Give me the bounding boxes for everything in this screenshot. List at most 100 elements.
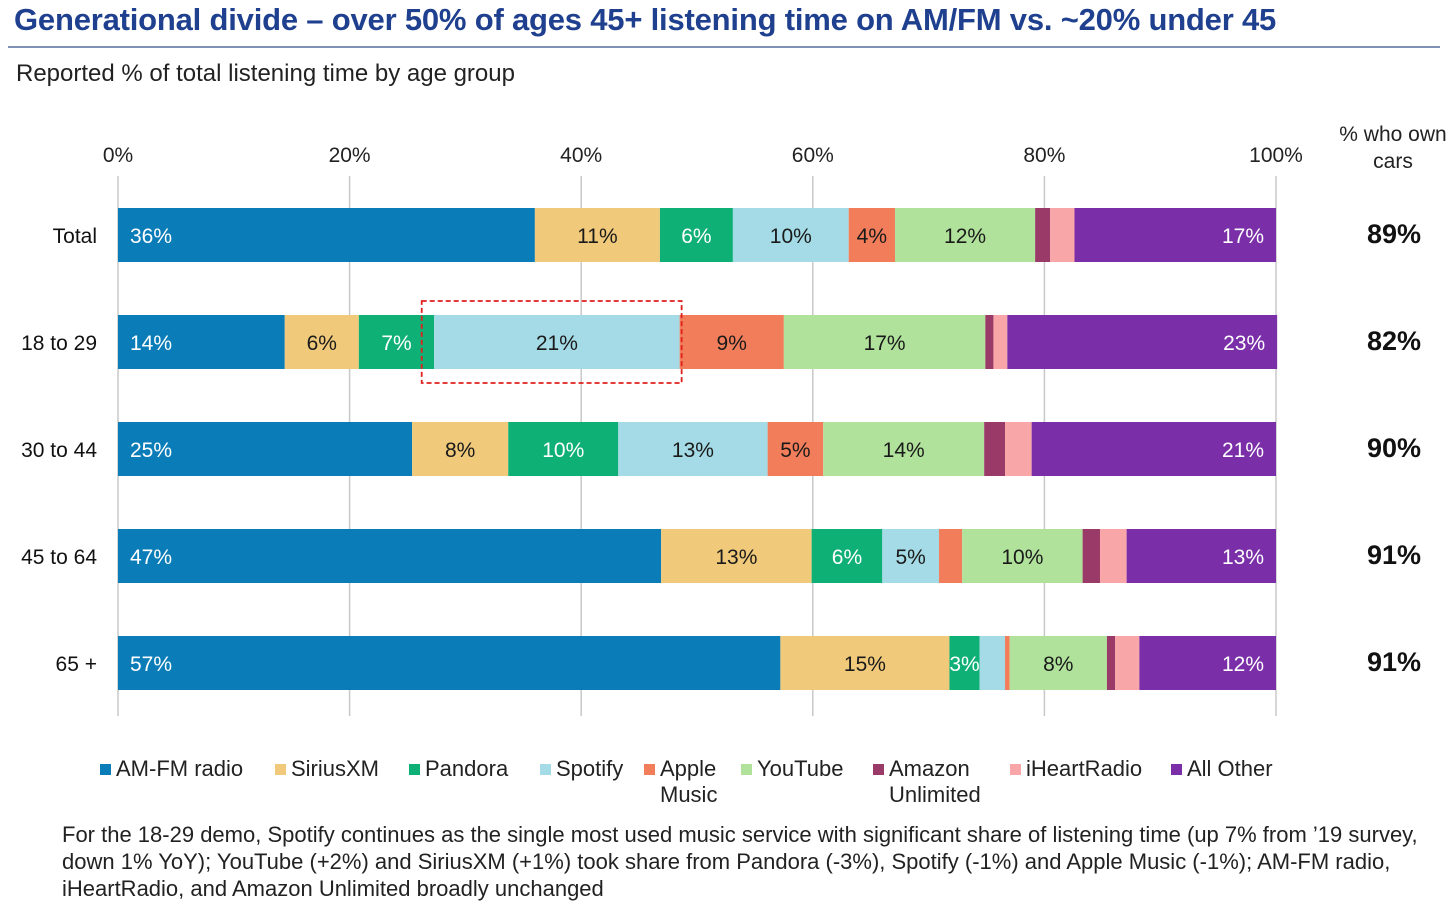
data-label: 6% xyxy=(832,546,862,569)
bar-segment-amazon-unlimited xyxy=(1082,529,1100,583)
category-label: 45 to 64 xyxy=(21,546,97,569)
bar-segment-amazon-unlimited xyxy=(985,315,994,369)
legend-swatch xyxy=(275,764,286,775)
bar-segment-all-other xyxy=(1074,208,1276,262)
bar-segment-amazon-unlimited xyxy=(1106,636,1116,690)
bar-segment-amazon-unlimited xyxy=(1035,208,1051,262)
legend-label: Pandora xyxy=(425,756,509,781)
bar-segment-apple-music xyxy=(939,529,963,583)
data-label: 8% xyxy=(445,439,475,462)
legend-swatch xyxy=(1010,764,1021,775)
highlight-box xyxy=(420,300,683,384)
own-cars-value: 91% xyxy=(1367,540,1421,570)
bar-segment-iheartradio xyxy=(1005,422,1032,476)
footnote: For the 18-29 demo, Spotify continues as… xyxy=(62,822,1418,901)
bar-segment-spotify xyxy=(979,636,1006,690)
bar-segment-pandora xyxy=(949,636,980,690)
bar-segment-am-fm-radio xyxy=(118,315,285,369)
legend-swatch xyxy=(540,764,551,775)
legend-swatch xyxy=(644,764,655,775)
legend-label: SiriusXM xyxy=(291,756,380,781)
legend-label: YouTube xyxy=(757,756,844,781)
bar-segment-amazon-unlimited xyxy=(984,422,1006,476)
own-cars-value: 82% xyxy=(1367,326,1421,356)
category-label: 18 to 29 xyxy=(21,332,97,355)
bar-segment-youtube xyxy=(1009,636,1107,690)
data-label: 13% xyxy=(715,546,757,569)
x-tick-label: 0% xyxy=(103,144,133,167)
title-divider xyxy=(8,46,1440,48)
data-label: 6% xyxy=(681,225,711,248)
data-label: 10% xyxy=(1001,546,1043,569)
legend-label: iHeartRadio xyxy=(1026,756,1143,781)
own-cars-value: 91% xyxy=(1367,647,1421,677)
bar-segment-spotify xyxy=(618,422,768,476)
legend-swatch xyxy=(873,764,884,775)
data-label: 57% xyxy=(130,653,172,676)
chart-legend: AM-FM radio SiriusXM Pandora Spotify Apple M… xyxy=(100,756,1360,808)
bar-segment-pandora xyxy=(508,422,619,476)
data-label: 15% xyxy=(844,653,886,676)
data-label: 21% xyxy=(1222,439,1264,462)
bar-segment-siriusxm xyxy=(412,422,509,476)
x-tick-label: 80% xyxy=(1023,144,1065,167)
legend-label: All Other xyxy=(1187,756,1273,781)
x-tick-label: 100% xyxy=(1249,144,1303,167)
bar-segment-spotify xyxy=(434,315,680,369)
legend-swatch xyxy=(100,764,111,775)
legend-swatch xyxy=(741,764,752,775)
chart-subtitle: Reported % of total listening time by ag… xyxy=(16,60,515,87)
bar-segment-siriusxm xyxy=(284,315,359,369)
bar-segment-siriusxm xyxy=(661,529,812,583)
own-cars-header: % who own cars xyxy=(1339,123,1447,173)
bar-segment-all-other xyxy=(1139,636,1276,690)
legend-label: AM-FM radio xyxy=(116,756,244,781)
bar-segment-siriusxm xyxy=(780,636,950,690)
bar-segment-apple-music xyxy=(679,315,784,369)
bar-segment-all-other xyxy=(1031,422,1276,476)
bar-segment-pandora xyxy=(659,208,733,262)
legend-swatch xyxy=(1171,764,1182,775)
bar-segment-siriusxm xyxy=(534,208,660,262)
category-label: 65 + xyxy=(56,653,97,676)
x-tick-label: 40% xyxy=(560,144,602,167)
bar-segment-iheartradio xyxy=(1099,529,1127,583)
bar-segment-youtube xyxy=(823,422,985,476)
bar-segment-am-fm-radio xyxy=(118,636,781,690)
data-label: 4% xyxy=(857,225,887,248)
data-label: 3% xyxy=(949,653,979,676)
bar-segment-youtube xyxy=(962,529,1083,583)
bar-segment-all-other xyxy=(1126,529,1276,583)
data-label: 21% xyxy=(536,332,578,355)
legend-label: Amazon Unlimited xyxy=(889,756,981,807)
data-label: 11% xyxy=(577,225,617,248)
legend-label: Spotify xyxy=(556,756,624,781)
category-label: Total xyxy=(53,225,97,248)
bar-segment-apple-music xyxy=(848,208,896,262)
data-label: 10% xyxy=(542,439,584,462)
data-label: 17% xyxy=(864,332,906,355)
own-cars-value: 90% xyxy=(1367,433,1421,463)
data-label: 12% xyxy=(1222,653,1264,676)
data-label: 12% xyxy=(944,225,986,248)
bar-segment-spotify xyxy=(732,208,849,262)
bar-segment-apple-music xyxy=(767,422,824,476)
data-label: 14% xyxy=(883,439,925,462)
bar-segment-all-other xyxy=(1007,315,1278,369)
bar-segment-iheartradio xyxy=(993,315,1008,369)
data-label: 13% xyxy=(1222,546,1264,569)
data-label: 5% xyxy=(895,546,925,569)
bar-segment-youtube xyxy=(783,315,986,369)
data-label: 6% xyxy=(307,332,337,355)
legend-label: Apple Music xyxy=(660,756,718,807)
data-label: 17% xyxy=(1222,225,1264,248)
bar-segment-iheartradio xyxy=(1050,208,1075,262)
bar-segment-pandora xyxy=(811,529,883,583)
data-label: 9% xyxy=(717,332,747,355)
data-label: 13% xyxy=(672,439,714,462)
data-label: 8% xyxy=(1043,653,1073,676)
legend-swatch xyxy=(409,764,420,775)
x-tick-label: 60% xyxy=(792,144,834,167)
data-label: 47% xyxy=(130,546,172,569)
